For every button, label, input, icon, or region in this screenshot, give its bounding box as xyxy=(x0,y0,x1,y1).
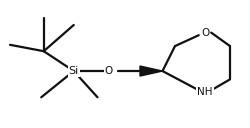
Text: O: O xyxy=(201,28,209,38)
Text: O: O xyxy=(104,66,113,76)
Text: Si: Si xyxy=(68,66,79,76)
Text: NH: NH xyxy=(197,87,213,97)
Polygon shape xyxy=(140,66,162,76)
